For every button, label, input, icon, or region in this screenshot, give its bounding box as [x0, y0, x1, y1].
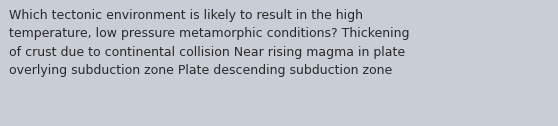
Text: Which tectonic environment is likely to result in the high
temperature, low pres: Which tectonic environment is likely to …: [9, 9, 410, 77]
